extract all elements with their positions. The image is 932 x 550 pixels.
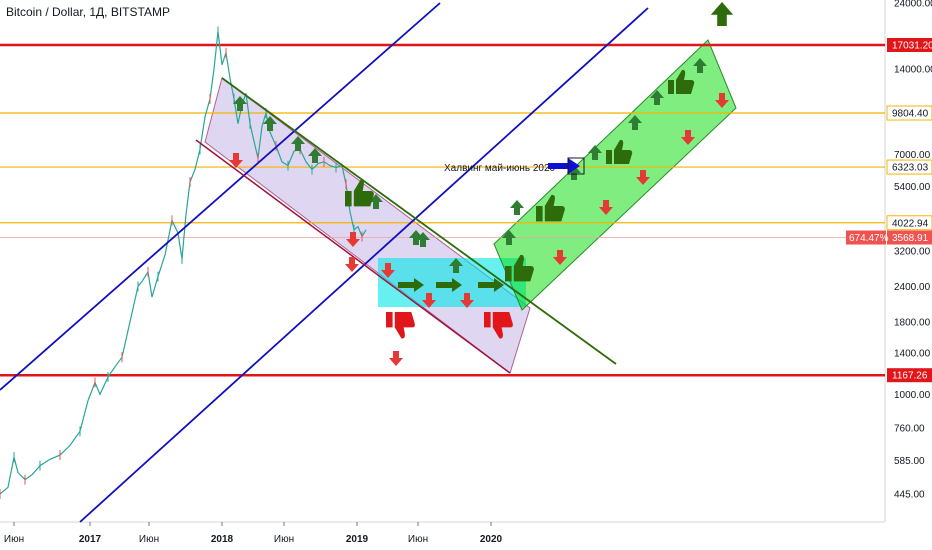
- halving-annotation: Халвинг май-июнь 2020: [444, 163, 556, 174]
- right-arrow-icon: [398, 278, 424, 292]
- down-arrow-icon: [422, 293, 436, 308]
- up-arrow-icon: [263, 116, 277, 131]
- price-tag: [886, 215, 932, 231]
- x-tick-label: Июн: [4, 534, 24, 545]
- down-arrow-icon: [715, 93, 729, 108]
- up-arrow-icon: [233, 96, 247, 111]
- x-tick-label: 2019: [346, 534, 369, 545]
- up-arrow-icon: [502, 230, 516, 245]
- x-tick-label: Июн: [139, 534, 159, 545]
- downtrend-line: [221, 77, 617, 365]
- thumbs-down-icon: [386, 312, 415, 339]
- current-price-label: 3568.91: [892, 233, 929, 244]
- y-tick-label: 7000.00: [894, 150, 931, 161]
- x-tick-label: 2020: [480, 534, 503, 545]
- thumbs-up-icon: [606, 139, 633, 164]
- up-arrow-icon: [291, 136, 305, 151]
- up-arrow-icon: [710, 2, 734, 26]
- price-series-line: [0, 31, 367, 495]
- up-arrow-icon: [693, 58, 707, 73]
- y-tick-label: 14000.00: [894, 65, 932, 76]
- down-arrow-icon: [460, 293, 474, 308]
- price-tag: [887, 38, 932, 52]
- up-arrow-icon: [308, 148, 322, 163]
- wedge-lower-line: [195, 139, 511, 374]
- candles: [0, 26, 363, 499]
- price-tag-label: 1167.26: [892, 371, 928, 382]
- blue-right-arrow-icon: [548, 158, 580, 174]
- price-tag-label: 17031.20: [892, 41, 932, 52]
- current-price-tag: [887, 230, 932, 245]
- y-tick-label: 5400.00: [894, 182, 931, 193]
- x-tick-label: Июн: [408, 534, 428, 545]
- thumbs-up-icon: [668, 69, 695, 94]
- down-arrow-icon: [345, 257, 359, 272]
- y-tick-label: 585.00: [894, 456, 925, 467]
- up-arrow-icon: [449, 258, 463, 273]
- y-tick-label: 1400.00: [894, 348, 931, 359]
- right-arrow-icon: [436, 278, 462, 292]
- channel-upper-line: [0, 2, 441, 391]
- x-tick-label: 2017: [79, 534, 102, 545]
- y-tick-label: 24000.00: [894, 0, 932, 9]
- down-arrow-icon: [229, 153, 243, 168]
- down-arrow-icon: [636, 170, 650, 185]
- annotation-marker: [567, 157, 585, 175]
- change-tag: [846, 230, 886, 245]
- up-arrow-icon: [628, 115, 642, 130]
- thumbs-up-icon: [536, 194, 565, 222]
- down-arrow-icon: [389, 351, 403, 366]
- x-tick-label: Июн: [274, 534, 294, 545]
- price-tag-label: 4022.94: [892, 218, 929, 229]
- up-arrow-icon: [416, 232, 430, 247]
- change-label: 674.47%: [849, 233, 889, 244]
- price-tag: [886, 159, 932, 175]
- down-arrow-icon: [381, 263, 395, 278]
- down-arrow-icon: [553, 250, 567, 265]
- y-tick-label: 2400.00: [894, 282, 931, 293]
- thumbs-up-icon: [505, 254, 534, 282]
- price-tag: [887, 368, 932, 383]
- up-arrow-icon: [510, 200, 524, 215]
- down-arrow-icon: [599, 200, 613, 215]
- price-tag-label: 6323.03: [892, 163, 929, 174]
- right-arrow-icon: [478, 278, 504, 292]
- price-tag: [886, 105, 932, 121]
- chart-title: Bitcoin / Dollar, 1Д, BITSTAMP: [6, 5, 170, 19]
- thumbs-down-icon: [484, 312, 513, 339]
- up-arrow-icon: [409, 230, 423, 245]
- thumbs-up-icon: [345, 179, 374, 207]
- y-tick-label: 445.00: [894, 490, 925, 501]
- price-tag-label: 9804.40: [892, 109, 929, 120]
- y-tick-label: 1000.00: [894, 390, 931, 401]
- x-tick-label: 2018: [211, 534, 234, 545]
- down-arrow-icon: [346, 232, 360, 247]
- up-arrow-icon: [369, 194, 383, 209]
- y-tick-label: 760.00: [894, 424, 925, 435]
- down-arrow-icon: [681, 130, 695, 145]
- up-arrow-icon: [588, 145, 602, 160]
- falling-wedge: [204, 77, 531, 374]
- up-arrow-icon: [650, 90, 664, 105]
- y-tick-label: 1800.00: [894, 317, 931, 328]
- y-tick-label: 3200.00: [894, 246, 931, 257]
- up-arrow-icon: [567, 165, 581, 180]
